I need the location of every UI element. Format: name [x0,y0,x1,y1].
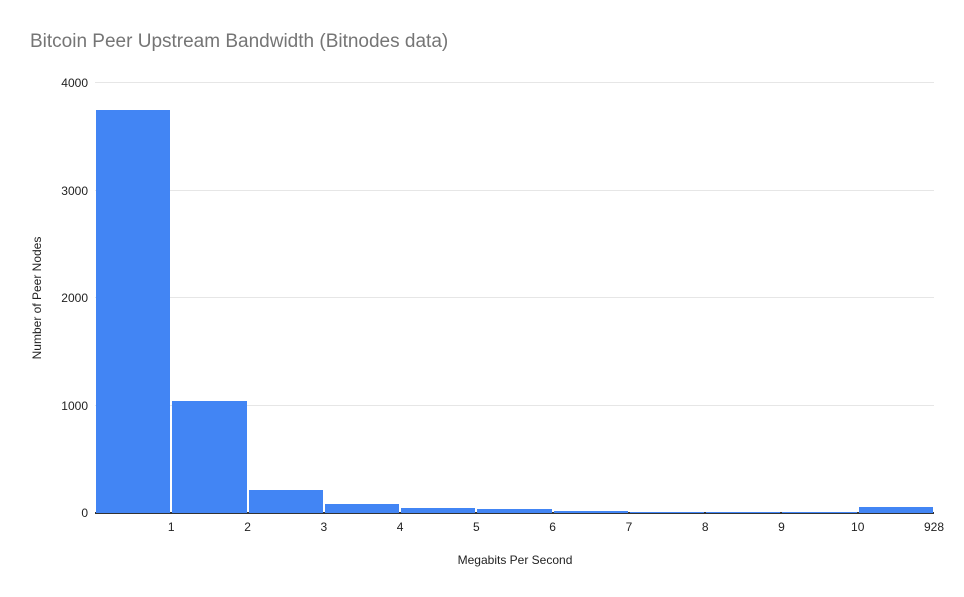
bar-2[interactable] [172,401,247,513]
x-tick-label: 9 [778,520,785,534]
x-tick-label: 7 [625,520,633,534]
gridline [95,297,934,298]
x-tick-label: 1 [167,520,175,534]
gridline [95,82,934,83]
bar-5[interactable] [401,507,476,513]
y-tick-label: 1000 [61,398,88,413]
gridline [95,404,934,406]
x-axis-line [95,512,934,514]
x-tick-label: 8 [701,520,709,534]
x-tick-label: 2 [244,520,251,534]
bar-3[interactable] [248,490,323,513]
bar-928[interactable] [858,507,933,513]
bar-7[interactable] [553,510,628,513]
plot-area [95,82,934,514]
bar-9[interactable] [706,512,781,513]
x-tick-label: 928 [923,520,945,534]
chart-title: Bitcoin Peer Upstream Bandwidth (Bitnode… [30,31,449,52]
bar-6[interactable] [477,509,552,513]
x-tick-label: 4 [396,520,404,534]
bar-8[interactable] [629,511,705,513]
x-tick-label: 3 [320,520,328,534]
x-tick-label: 5 [473,520,480,534]
y-tick-label: 3000 [61,183,88,198]
bar-10[interactable] [782,512,857,513]
gridline [95,189,934,191]
y-tick-label: 2000 [61,291,88,305]
x-tick-label: 6 [549,520,556,534]
bar-1[interactable] [96,109,171,513]
x-axis-title: Megabits Per Second [457,553,573,567]
y-tick-label: 4000 [61,76,88,90]
y-tick-label: 0 [81,506,88,520]
bar-4[interactable] [324,503,400,513]
x-tick-label: 10 [851,520,865,534]
